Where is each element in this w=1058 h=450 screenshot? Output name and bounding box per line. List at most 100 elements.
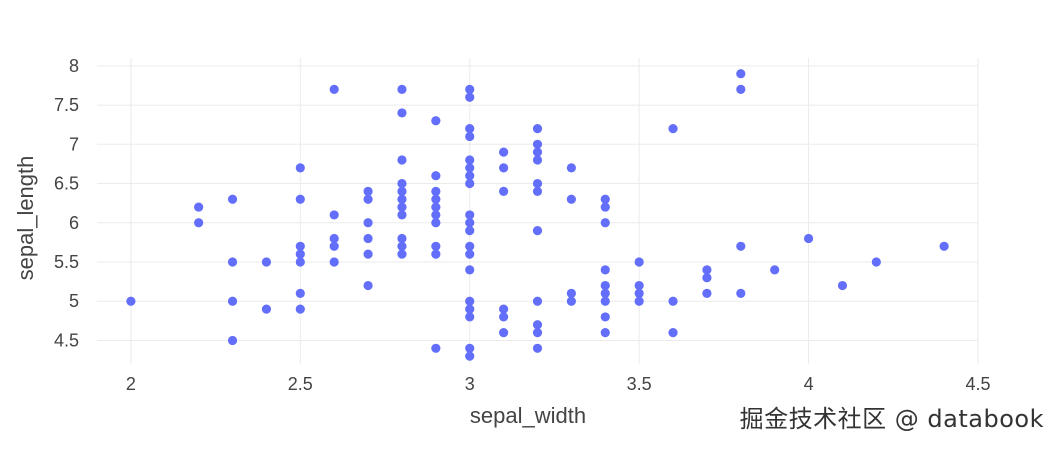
data-point[interactable] [363, 280, 373, 291]
data-point[interactable] [600, 265, 610, 275]
data-point[interactable] [532, 343, 543, 353]
data-point[interactable] [634, 280, 644, 291]
data-point[interactable] [532, 328, 543, 338]
data-point[interactable] [702, 288, 712, 298]
data-point[interactable] [431, 249, 441, 259]
data-point[interactable] [499, 304, 509, 314]
data-point[interactable] [871, 257, 881, 267]
data-point[interactable] [702, 265, 712, 275]
data-point[interactable] [600, 288, 610, 298]
data-point[interactable] [194, 202, 204, 212]
data-point[interactable] [939, 241, 949, 251]
data-point[interactable] [499, 163, 509, 173]
data-point[interactable] [465, 155, 475, 165]
data-point[interactable] [532, 178, 543, 189]
data-point[interactable] [329, 257, 339, 267]
data-point[interactable] [431, 241, 441, 251]
data-point[interactable] [600, 218, 610, 228]
data-point[interactable] [397, 241, 407, 251]
data-point[interactable] [261, 257, 272, 267]
data-point[interactable] [295, 249, 305, 259]
data-point[interactable] [431, 186, 441, 196]
data-point[interactable] [803, 233, 814, 244]
data-point[interactable] [431, 218, 441, 228]
data-point[interactable] [295, 257, 305, 267]
data-point[interactable] [363, 194, 373, 204]
data-point[interactable] [465, 171, 475, 181]
data-point[interactable] [634, 296, 644, 306]
data-point[interactable] [397, 202, 407, 212]
data-point[interactable] [363, 186, 373, 196]
data-point[interactable] [397, 108, 407, 118]
data-point[interactable] [431, 202, 441, 212]
data-point[interactable] [465, 84, 475, 94]
data-point[interactable] [397, 155, 407, 165]
data-point[interactable] [329, 210, 339, 220]
data-point[interactable] [227, 296, 238, 306]
data-point[interactable] [397, 84, 407, 94]
data-point[interactable] [329, 241, 339, 251]
data-point[interactable] [532, 320, 543, 330]
data-point[interactable] [566, 288, 576, 298]
data-point[interactable] [634, 257, 644, 267]
data-point[interactable] [600, 328, 610, 338]
data-point[interactable] [397, 178, 407, 189]
data-point[interactable] [194, 218, 204, 228]
data-point[interactable] [465, 226, 475, 236]
data-point[interactable] [126, 296, 136, 306]
data-point[interactable] [431, 194, 441, 204]
data-point[interactable] [736, 69, 746, 79]
data-point[interactable] [600, 280, 610, 291]
data-point[interactable] [295, 194, 305, 204]
data-point[interactable] [668, 296, 678, 306]
data-point[interactable] [295, 288, 305, 298]
data-point[interactable] [532, 124, 543, 134]
data-point[interactable] [329, 84, 339, 94]
data-point[interactable] [227, 194, 238, 204]
data-point[interactable] [465, 218, 475, 228]
data-point[interactable] [397, 249, 407, 259]
data-point[interactable] [465, 92, 475, 102]
data-point[interactable] [397, 186, 407, 196]
data-point[interactable] [600, 312, 610, 322]
data-point[interactable] [668, 328, 678, 338]
data-point[interactable] [363, 218, 373, 228]
data-point[interactable] [397, 210, 407, 220]
data-point[interactable] [702, 273, 712, 283]
data-point[interactable] [295, 241, 305, 251]
data-point[interactable] [532, 147, 543, 157]
data-point[interactable] [736, 84, 746, 94]
data-point[interactable] [397, 233, 407, 244]
data-point[interactable] [600, 194, 610, 204]
data-point[interactable] [465, 210, 475, 220]
data-point[interactable] [532, 186, 543, 196]
data-point[interactable] [431, 171, 441, 181]
data-point[interactable] [532, 226, 543, 236]
data-point[interactable] [465, 312, 475, 322]
data-point[interactable] [465, 296, 475, 306]
data-point[interactable] [600, 202, 610, 212]
data-point[interactable] [363, 249, 373, 259]
data-point[interactable] [532, 155, 543, 165]
data-point[interactable] [227, 335, 238, 346]
data-point[interactable] [465, 178, 475, 189]
data-point[interactable] [295, 304, 305, 314]
data-point[interactable] [499, 328, 509, 338]
data-point[interactable] [465, 351, 475, 361]
data-point[interactable] [465, 249, 475, 259]
data-point[interactable] [465, 124, 475, 134]
data-point[interactable] [227, 257, 238, 267]
data-point[interactable] [465, 304, 475, 314]
data-point[interactable] [668, 124, 678, 134]
data-point[interactable] [397, 194, 407, 204]
data-point[interactable] [329, 233, 339, 244]
data-point[interactable] [431, 210, 441, 220]
data-point[interactable] [566, 163, 576, 173]
data-point[interactable] [465, 343, 475, 353]
data-point[interactable] [770, 265, 780, 275]
data-point[interactable] [566, 296, 576, 306]
data-point[interactable] [431, 343, 441, 353]
data-point[interactable] [736, 288, 746, 298]
data-point[interactable] [465, 265, 475, 275]
data-point[interactable] [532, 139, 543, 149]
